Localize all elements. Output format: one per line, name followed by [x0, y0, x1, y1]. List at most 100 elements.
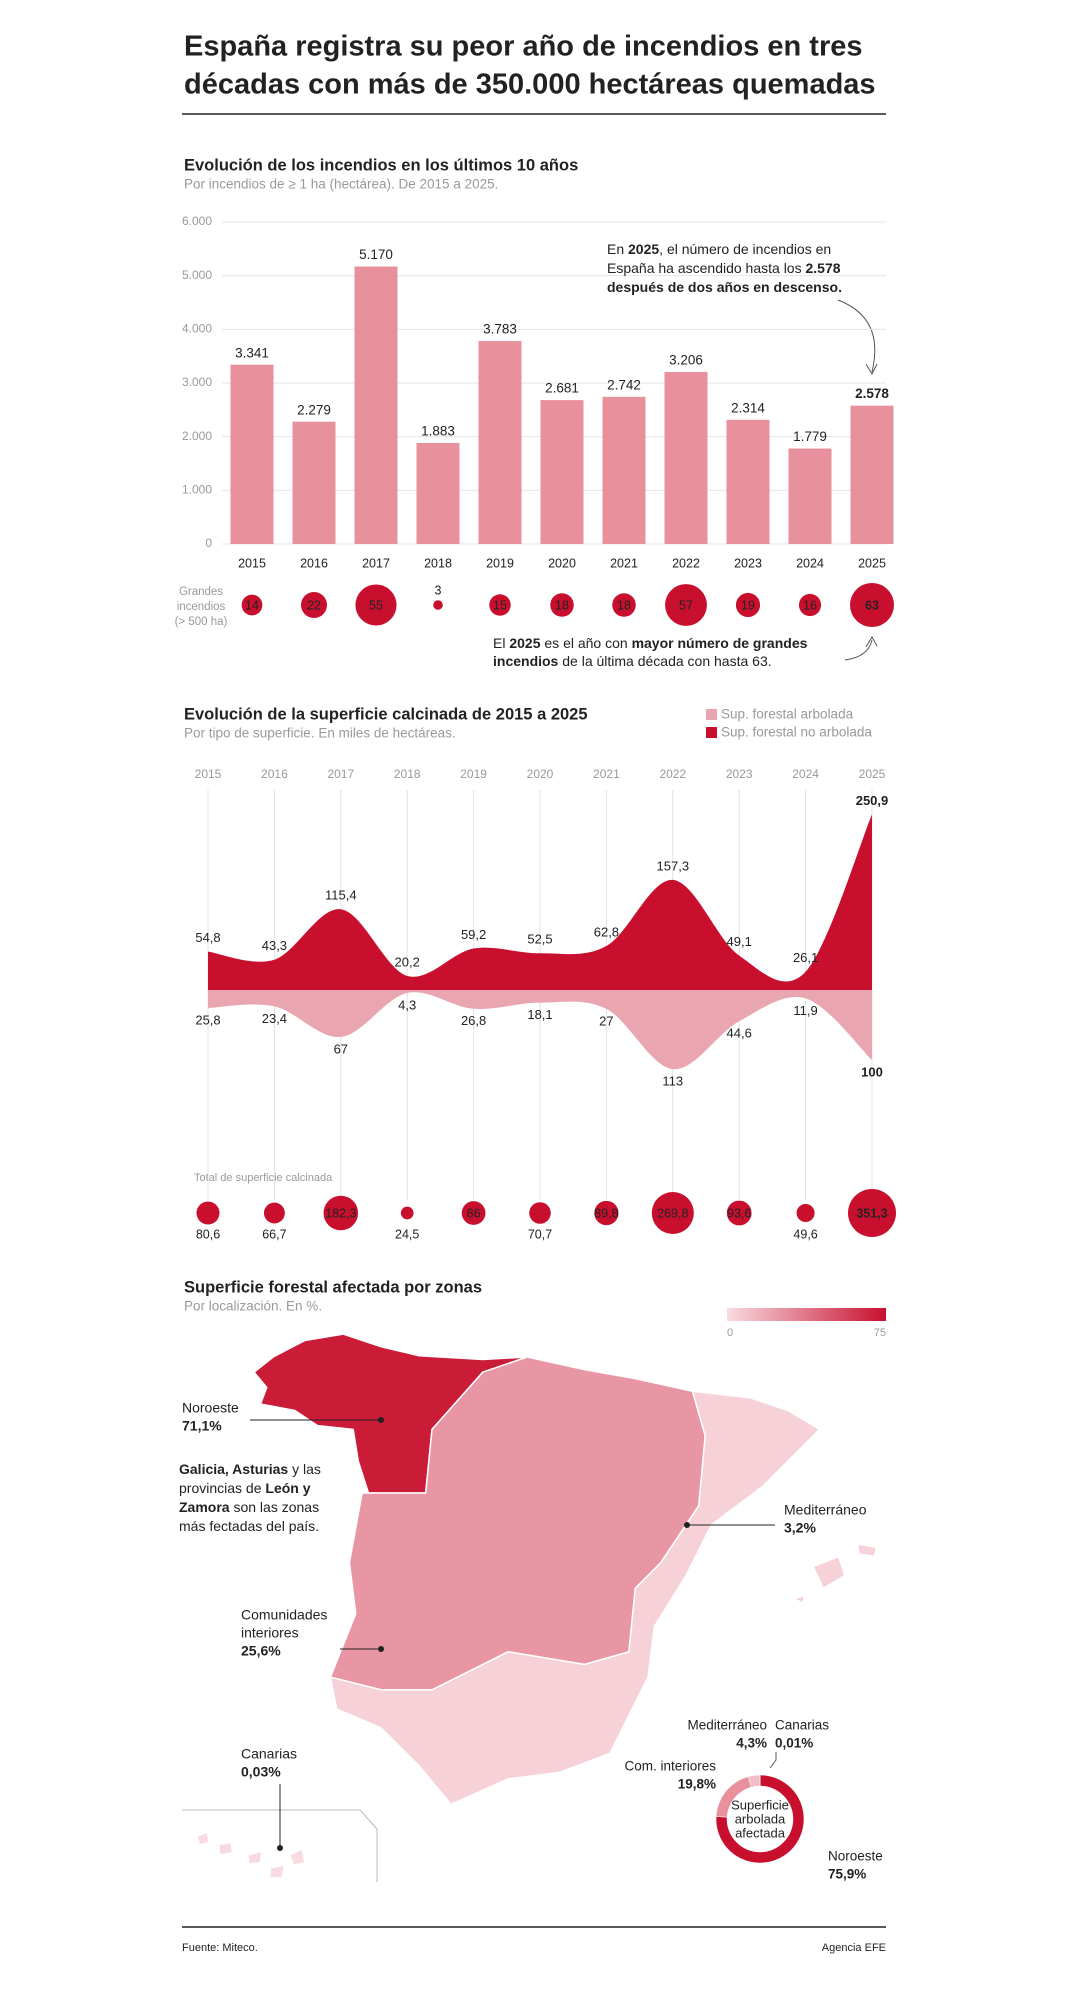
total-label: 182,3 [325, 1206, 356, 1220]
x-tick-label: 2016 [261, 767, 288, 781]
total-bubble [726, 1200, 752, 1226]
large-fire-label: 18 [617, 598, 631, 612]
donut-category: Com. interiores [624, 1759, 716, 1774]
large-fire-label: 19 [741, 598, 755, 612]
annotation-segment: En [607, 241, 628, 257]
bar [292, 421, 336, 544]
total-label: 66,7 [262, 1227, 286, 1241]
total-label: 70,7 [528, 1227, 552, 1241]
annotation-segment: 2.578 [805, 260, 840, 276]
donut-value: 19,8% [678, 1777, 716, 1792]
page-title: décadas con más de 350.000 hectáreas que… [184, 69, 876, 101]
stream-value-label: 20,2 [395, 954, 420, 969]
donut-center-label: afectada [735, 1825, 786, 1840]
bar [602, 396, 646, 544]
annotation-line: El 2025 es el año con mayor número de gr… [493, 635, 808, 651]
bar-value-label: 2.279 [297, 402, 331, 417]
large-fire-bubble [489, 594, 511, 616]
stream-value-label: 26,1 [793, 950, 818, 965]
x-tick-label: 2018 [424, 556, 452, 570]
stream-area [208, 814, 872, 990]
large-fire-bubble [798, 593, 822, 617]
large-fire-label: 57 [679, 598, 693, 612]
y-tick-label: 0 [205, 536, 212, 550]
leader-dot [378, 1417, 384, 1423]
total-bubble [400, 1206, 414, 1220]
stream-value-label: 52,5 [527, 932, 552, 947]
annotation-segment: incendios [493, 653, 559, 669]
region-name: Mediterráneo [784, 1502, 867, 1518]
inset-frame [182, 1809, 378, 1882]
annotation-line: Zamora son las zonas [179, 1499, 319, 1515]
large-fire-label: 63 [865, 598, 879, 612]
leader-dot [378, 1646, 384, 1652]
x-tick-label: 2024 [796, 556, 824, 570]
total-bubble [796, 1203, 815, 1223]
annotation-segment: son las zonas [230, 1499, 320, 1515]
map-region [329, 1390, 878, 1806]
donut-center-label: Superficie [731, 1797, 789, 1812]
map-subtitle: Por localización. En %. [184, 1299, 322, 1314]
donut-value: 0,01% [775, 1736, 813, 1751]
bubble-row-label: (> 500 ha) [175, 616, 228, 628]
x-tick-label: 2025 [858, 556, 886, 570]
stream-title: Evolución de la superficie calcinada de … [184, 705, 588, 723]
bar [850, 405, 894, 544]
donut-value: 4,3% [736, 1736, 767, 1751]
x-tick-label: 2022 [659, 767, 686, 781]
stream-value-label: 157,3 [657, 858, 690, 873]
total-label: 24,5 [395, 1227, 419, 1241]
stream-value-label: 54,8 [195, 930, 220, 945]
x-tick-label: 2022 [672, 556, 700, 570]
bar [230, 364, 274, 544]
total-bubble [848, 1189, 896, 1237]
region-value: 0,03% [241, 1764, 281, 1780]
stream-value-label: 18,1 [527, 1007, 552, 1022]
x-tick-label: 2016 [300, 556, 328, 570]
footer-agency: Agencia EFE [822, 1942, 886, 1954]
stream-value-label: 49,1 [727, 934, 752, 949]
y-tick-label: 3.000 [182, 375, 212, 389]
x-tick-label: 2024 [792, 767, 819, 781]
annotation-line: En 2025, el número de incendios en [607, 241, 831, 257]
annotation-line: España ha ascendido hasta los 2.578 [607, 260, 841, 276]
bar [540, 400, 584, 544]
stream-value-label: 62,8 [594, 924, 619, 939]
large-fire-label: 14 [245, 598, 259, 612]
large-fire-bubble [550, 593, 574, 617]
total-bubble [263, 1202, 285, 1224]
leader-line [769, 1752, 777, 1769]
totals-label: Total de superficie calcinada [194, 1172, 333, 1184]
y-tick-label: 6.000 [182, 214, 212, 228]
bar-value-label: 2.314 [731, 400, 765, 415]
large-fire-bubble [612, 593, 636, 617]
stream-value-label: 67 [334, 1041, 348, 1056]
stream-value-label: 113 [662, 1074, 683, 1089]
leader-dot [684, 1522, 690, 1528]
annotation-line: Galicia, Asturias y las [179, 1461, 321, 1477]
annotation-segment: mayor número de grandes [632, 635, 808, 651]
bar [354, 266, 398, 544]
x-tick-label: 2023 [726, 767, 753, 781]
total-label: 86 [467, 1206, 481, 1220]
total-label: 93,6 [727, 1206, 751, 1220]
large-fire-bubble [355, 584, 397, 626]
bar-value-label: 3.783 [483, 322, 517, 337]
region-name: Canarias [241, 1746, 297, 1762]
annotation-line: más fectadas del país. [179, 1518, 319, 1534]
legend-label: Sup. forestal arbolada [721, 707, 854, 722]
map [195, 1333, 878, 1879]
annotation-segment: 2025 [628, 241, 659, 257]
bubble-row-label: Grandes [179, 586, 223, 598]
x-tick-label: 2019 [460, 767, 487, 781]
stream-value-label: 25,8 [195, 1012, 220, 1027]
donut-value: 75,9% [828, 1867, 866, 1882]
total-label: 89,8 [594, 1206, 618, 1220]
annotation-arrow [844, 639, 873, 661]
bar [788, 448, 832, 544]
stream-subtitle: Por tipo de superficie. En miles de hect… [184, 726, 456, 741]
total-bubble [323, 1195, 359, 1231]
x-tick-label: 2021 [593, 767, 620, 781]
large-fire-bubble [850, 583, 894, 627]
large-fire-bubble [241, 594, 263, 616]
